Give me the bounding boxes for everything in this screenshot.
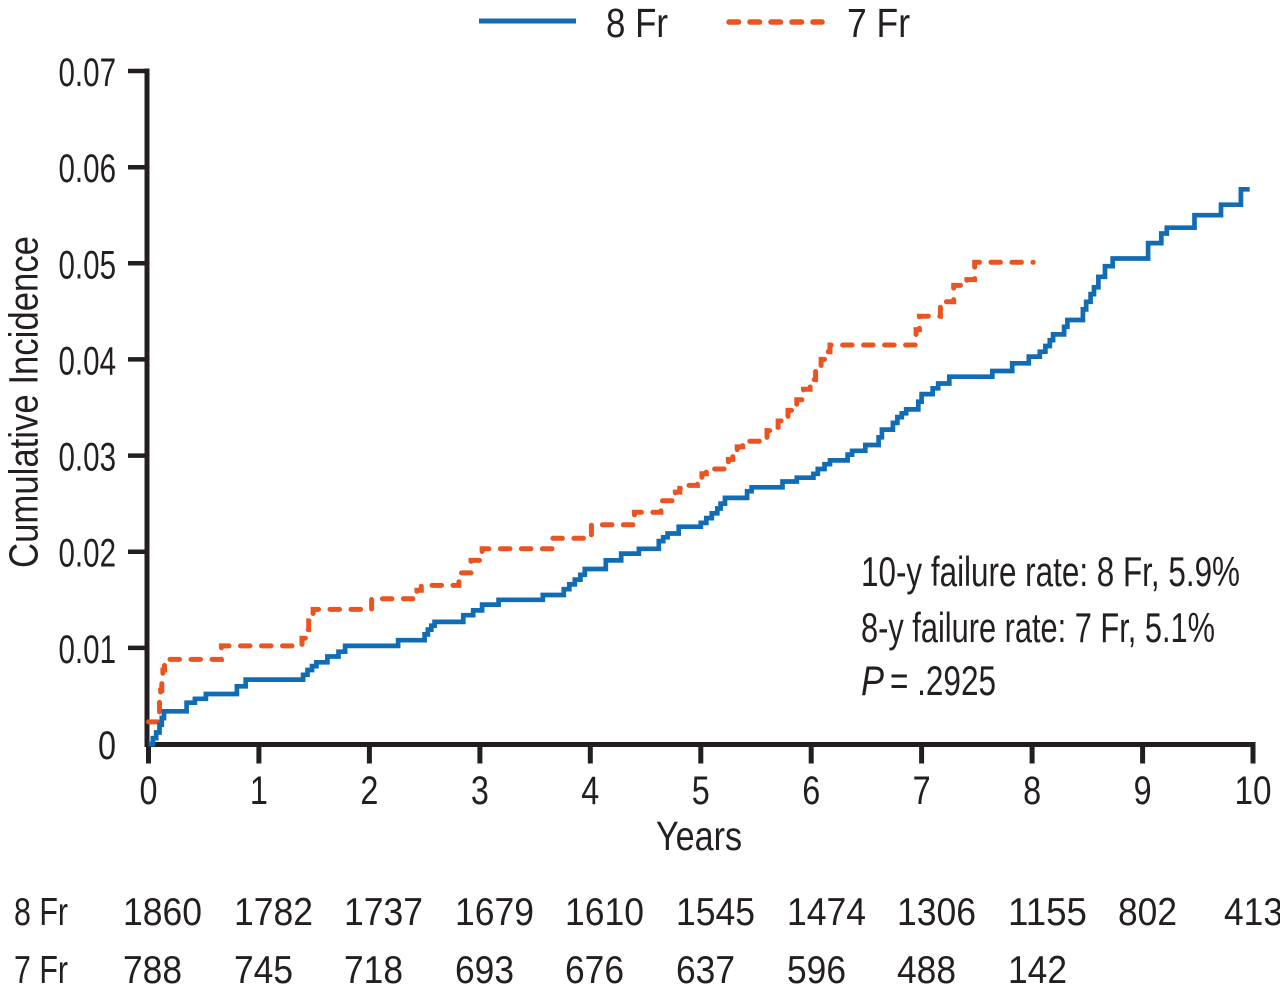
svg-text:693: 693 [455, 949, 514, 992]
svg-text:745: 745 [234, 949, 293, 992]
svg-text:0.06: 0.06 [59, 147, 117, 191]
svg-text:718: 718 [344, 949, 403, 992]
svg-text:= .2925: = .2925 [890, 657, 996, 704]
svg-text:1: 1 [250, 769, 268, 813]
svg-text:10-y failure rate: 8 Fr, 5.9%: 10-y failure rate: 8 Fr, 5.9% [861, 548, 1240, 595]
svg-text:142: 142 [1008, 949, 1067, 992]
svg-text:1679: 1679 [455, 891, 534, 934]
svg-text:0.07: 0.07 [59, 51, 117, 95]
svg-text:7 Fr: 7 Fr [847, 0, 910, 46]
svg-text:802: 802 [1118, 891, 1177, 934]
svg-text:596: 596 [787, 949, 846, 992]
svg-text:0.03: 0.03 [59, 436, 117, 480]
svg-text:Years: Years [656, 813, 742, 859]
svg-text:413: 413 [1224, 891, 1280, 934]
svg-text:637: 637 [676, 949, 735, 992]
svg-text:1545: 1545 [676, 891, 755, 934]
svg-text:8 Fr: 8 Fr [606, 0, 668, 46]
svg-text:1737: 1737 [344, 891, 423, 934]
svg-text:3: 3 [471, 769, 489, 813]
svg-text:7 Fr: 7 Fr [14, 949, 68, 992]
svg-text:P: P [861, 657, 884, 704]
svg-text:1782: 1782 [234, 891, 313, 934]
svg-text:10: 10 [1235, 769, 1272, 813]
svg-text:4: 4 [581, 769, 599, 813]
svg-text:1306: 1306 [897, 891, 976, 934]
svg-text:1155: 1155 [1008, 891, 1087, 934]
svg-text:0: 0 [140, 769, 158, 813]
svg-text:788: 788 [123, 949, 182, 992]
svg-text:0.04: 0.04 [59, 339, 117, 383]
svg-text:0.02: 0.02 [59, 532, 117, 576]
svg-text:2: 2 [360, 769, 378, 813]
svg-text:0: 0 [98, 724, 116, 768]
svg-text:1610: 1610 [565, 891, 644, 934]
svg-text:1474: 1474 [787, 891, 866, 934]
svg-text:676: 676 [565, 949, 624, 992]
svg-text:8-y failure rate: 7 Fr, 5.1%: 8-y failure rate: 7 Fr, 5.1% [861, 604, 1215, 651]
svg-text:9: 9 [1134, 769, 1152, 813]
svg-text:7: 7 [913, 769, 931, 813]
svg-text:0.01: 0.01 [59, 628, 117, 672]
svg-text:8: 8 [1023, 769, 1041, 813]
svg-text:Cumulative Incidence: Cumulative Incidence [1, 236, 47, 568]
svg-text:0.05: 0.05 [59, 243, 117, 287]
svg-text:6: 6 [802, 769, 820, 813]
svg-text:1860: 1860 [123, 891, 202, 934]
svg-text:488: 488 [897, 949, 956, 992]
svg-text:8 Fr: 8 Fr [14, 891, 68, 934]
svg-text:5: 5 [692, 769, 710, 813]
